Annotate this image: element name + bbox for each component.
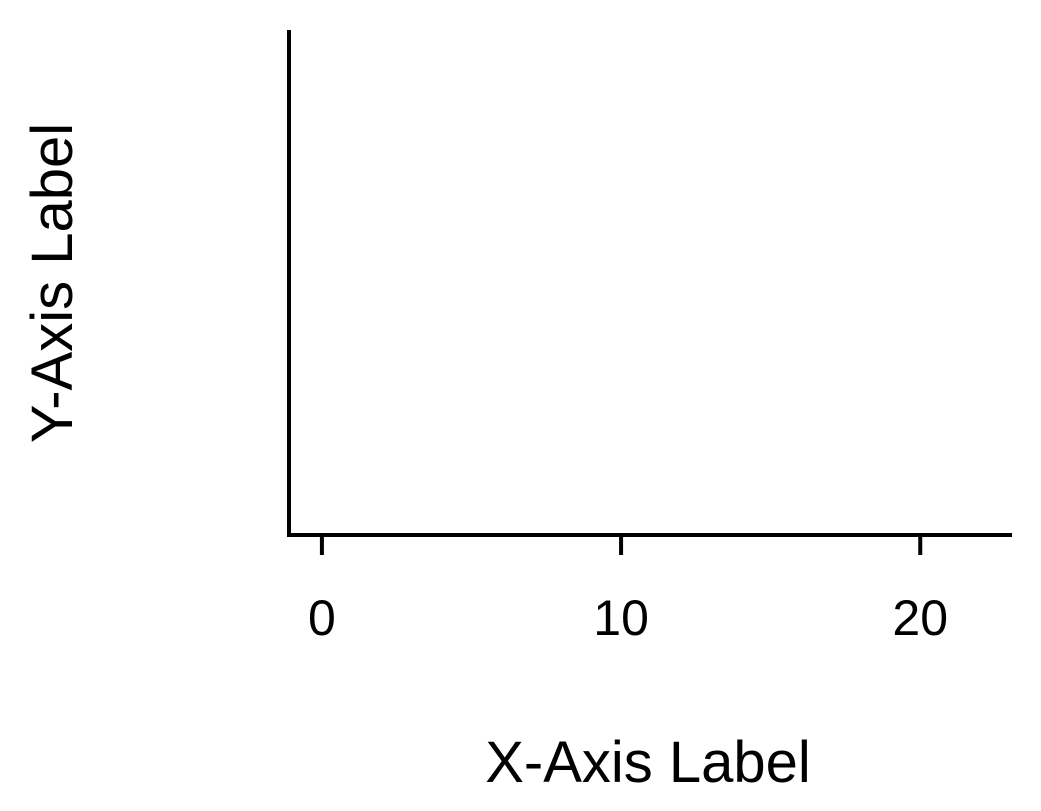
y-axis-title: Y-Axis Label [20, 123, 85, 443]
x-tick-label-10: 10 [593, 590, 649, 646]
x-tick-label-0: 0 [308, 590, 336, 646]
x-axis-title: X-Axis Label [485, 730, 811, 795]
plot-area: 0 10 20 [287, 30, 1012, 646]
x-tick-label-20: 20 [892, 590, 948, 646]
x-ticks: 0 10 20 [308, 535, 948, 646]
